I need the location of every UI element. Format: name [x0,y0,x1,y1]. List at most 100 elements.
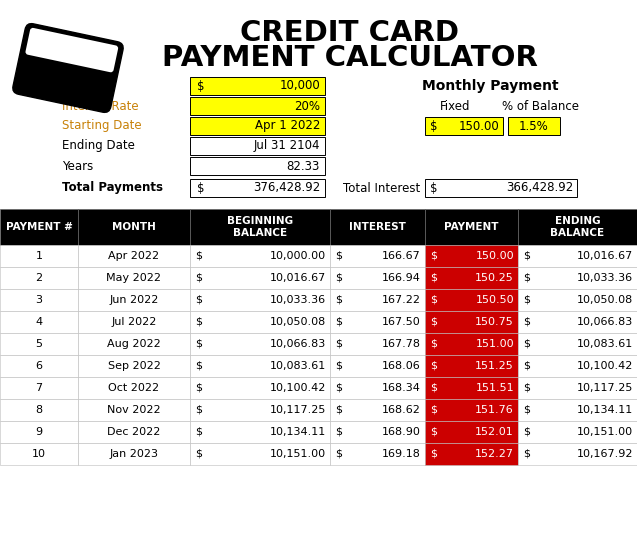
FancyBboxPatch shape [78,421,190,443]
FancyBboxPatch shape [330,355,425,377]
Text: $: $ [335,361,342,371]
Text: 7: 7 [36,383,43,393]
Text: Years: Years [62,159,93,173]
Text: Jan 2023: Jan 2023 [110,449,159,459]
FancyBboxPatch shape [425,399,518,421]
Text: Fixed: Fixed [440,99,470,112]
Text: 166.67: 166.67 [382,251,421,261]
Text: $: $ [430,405,437,415]
Text: 376,428.92: 376,428.92 [253,181,320,194]
Text: 151.00: 151.00 [475,339,514,349]
Text: $: $ [430,181,438,194]
Text: 168.34: 168.34 [382,383,421,393]
Text: $: $ [195,317,202,327]
Text: 166.94: 166.94 [382,273,421,283]
Text: Starting Date: Starting Date [62,120,141,133]
Text: 168.62: 168.62 [382,405,421,415]
FancyBboxPatch shape [518,267,637,289]
Text: 10,151.00: 10,151.00 [577,427,633,437]
Text: $: $ [335,449,342,459]
Text: 10,050.08: 10,050.08 [269,317,326,327]
Text: 6: 6 [36,361,43,371]
Text: $: $ [195,251,202,261]
Text: $: $ [335,317,342,327]
Text: INTEREST: INTEREST [349,222,406,232]
FancyBboxPatch shape [190,399,330,421]
FancyBboxPatch shape [425,117,503,135]
FancyBboxPatch shape [190,355,330,377]
FancyBboxPatch shape [0,209,78,245]
Text: BEGINNING
BALANCE: BEGINNING BALANCE [227,216,293,238]
Text: $: $ [430,273,437,283]
FancyBboxPatch shape [518,355,637,377]
Text: 150.50: 150.50 [475,295,514,305]
Text: 9: 9 [36,427,43,437]
FancyBboxPatch shape [190,421,330,443]
Text: $: $ [195,383,202,393]
FancyBboxPatch shape [330,267,425,289]
Text: $: $ [335,383,342,393]
Text: Apr 2022: Apr 2022 [108,251,159,261]
Text: 4: 4 [36,317,43,327]
Text: Interest Rate: Interest Rate [62,99,139,112]
Text: 10,066.83: 10,066.83 [576,317,633,327]
FancyBboxPatch shape [330,311,425,333]
Text: $: $ [335,273,342,283]
Text: $: $ [197,80,204,92]
Text: Jul 2022: Jul 2022 [111,317,157,327]
Text: $: $ [430,449,437,459]
FancyBboxPatch shape [518,209,637,245]
Text: $: $ [195,273,202,283]
Text: 5: 5 [36,339,43,349]
Text: MONTH: MONTH [112,222,156,232]
Text: $: $ [523,427,530,437]
Text: $: $ [430,427,437,437]
Text: $: $ [430,120,438,133]
Text: ENDING
BALANCE: ENDING BALANCE [550,216,605,238]
Text: 10,100.42: 10,100.42 [576,361,633,371]
Text: 167.50: 167.50 [382,317,421,327]
FancyBboxPatch shape [190,179,325,197]
FancyBboxPatch shape [0,245,78,267]
FancyBboxPatch shape [78,399,190,421]
Text: $: $ [195,427,202,437]
Text: $: $ [430,295,437,305]
Text: May 2022: May 2022 [106,273,162,283]
Text: $: $ [430,383,437,393]
FancyBboxPatch shape [508,117,560,135]
FancyBboxPatch shape [190,77,325,95]
Text: 152.27: 152.27 [475,449,514,459]
FancyBboxPatch shape [78,377,190,399]
Text: 82.33: 82.33 [287,159,320,173]
FancyBboxPatch shape [425,377,518,399]
Text: Jun 2022: Jun 2022 [110,295,159,305]
Text: $: $ [523,383,530,393]
Text: 2: 2 [36,273,43,283]
FancyBboxPatch shape [78,245,190,267]
FancyBboxPatch shape [0,267,78,289]
Text: $: $ [430,339,437,349]
FancyBboxPatch shape [78,311,190,333]
Text: $: $ [195,361,202,371]
Text: 10,016.67: 10,016.67 [576,251,633,261]
Text: Monthly Payment: Monthly Payment [422,79,558,93]
FancyBboxPatch shape [0,421,78,443]
Text: $: $ [335,295,342,305]
FancyBboxPatch shape [78,333,190,355]
Text: PAYMENT #: PAYMENT # [6,222,73,232]
Text: 152.01: 152.01 [475,427,514,437]
FancyBboxPatch shape [0,443,78,465]
Text: 10,016.67: 10,016.67 [269,273,326,283]
FancyBboxPatch shape [425,311,518,333]
Text: CREDIT CARD: CREDIT CARD [241,19,459,47]
Text: 10,050.08: 10,050.08 [576,295,633,305]
FancyBboxPatch shape [425,209,518,245]
Text: $: $ [335,427,342,437]
FancyBboxPatch shape [330,399,425,421]
Text: 20%: 20% [294,99,320,112]
FancyBboxPatch shape [425,355,518,377]
Text: 10,134.11: 10,134.11 [269,427,326,437]
FancyBboxPatch shape [190,311,330,333]
Text: $: $ [430,251,437,261]
Text: 10,100.42: 10,100.42 [269,383,326,393]
